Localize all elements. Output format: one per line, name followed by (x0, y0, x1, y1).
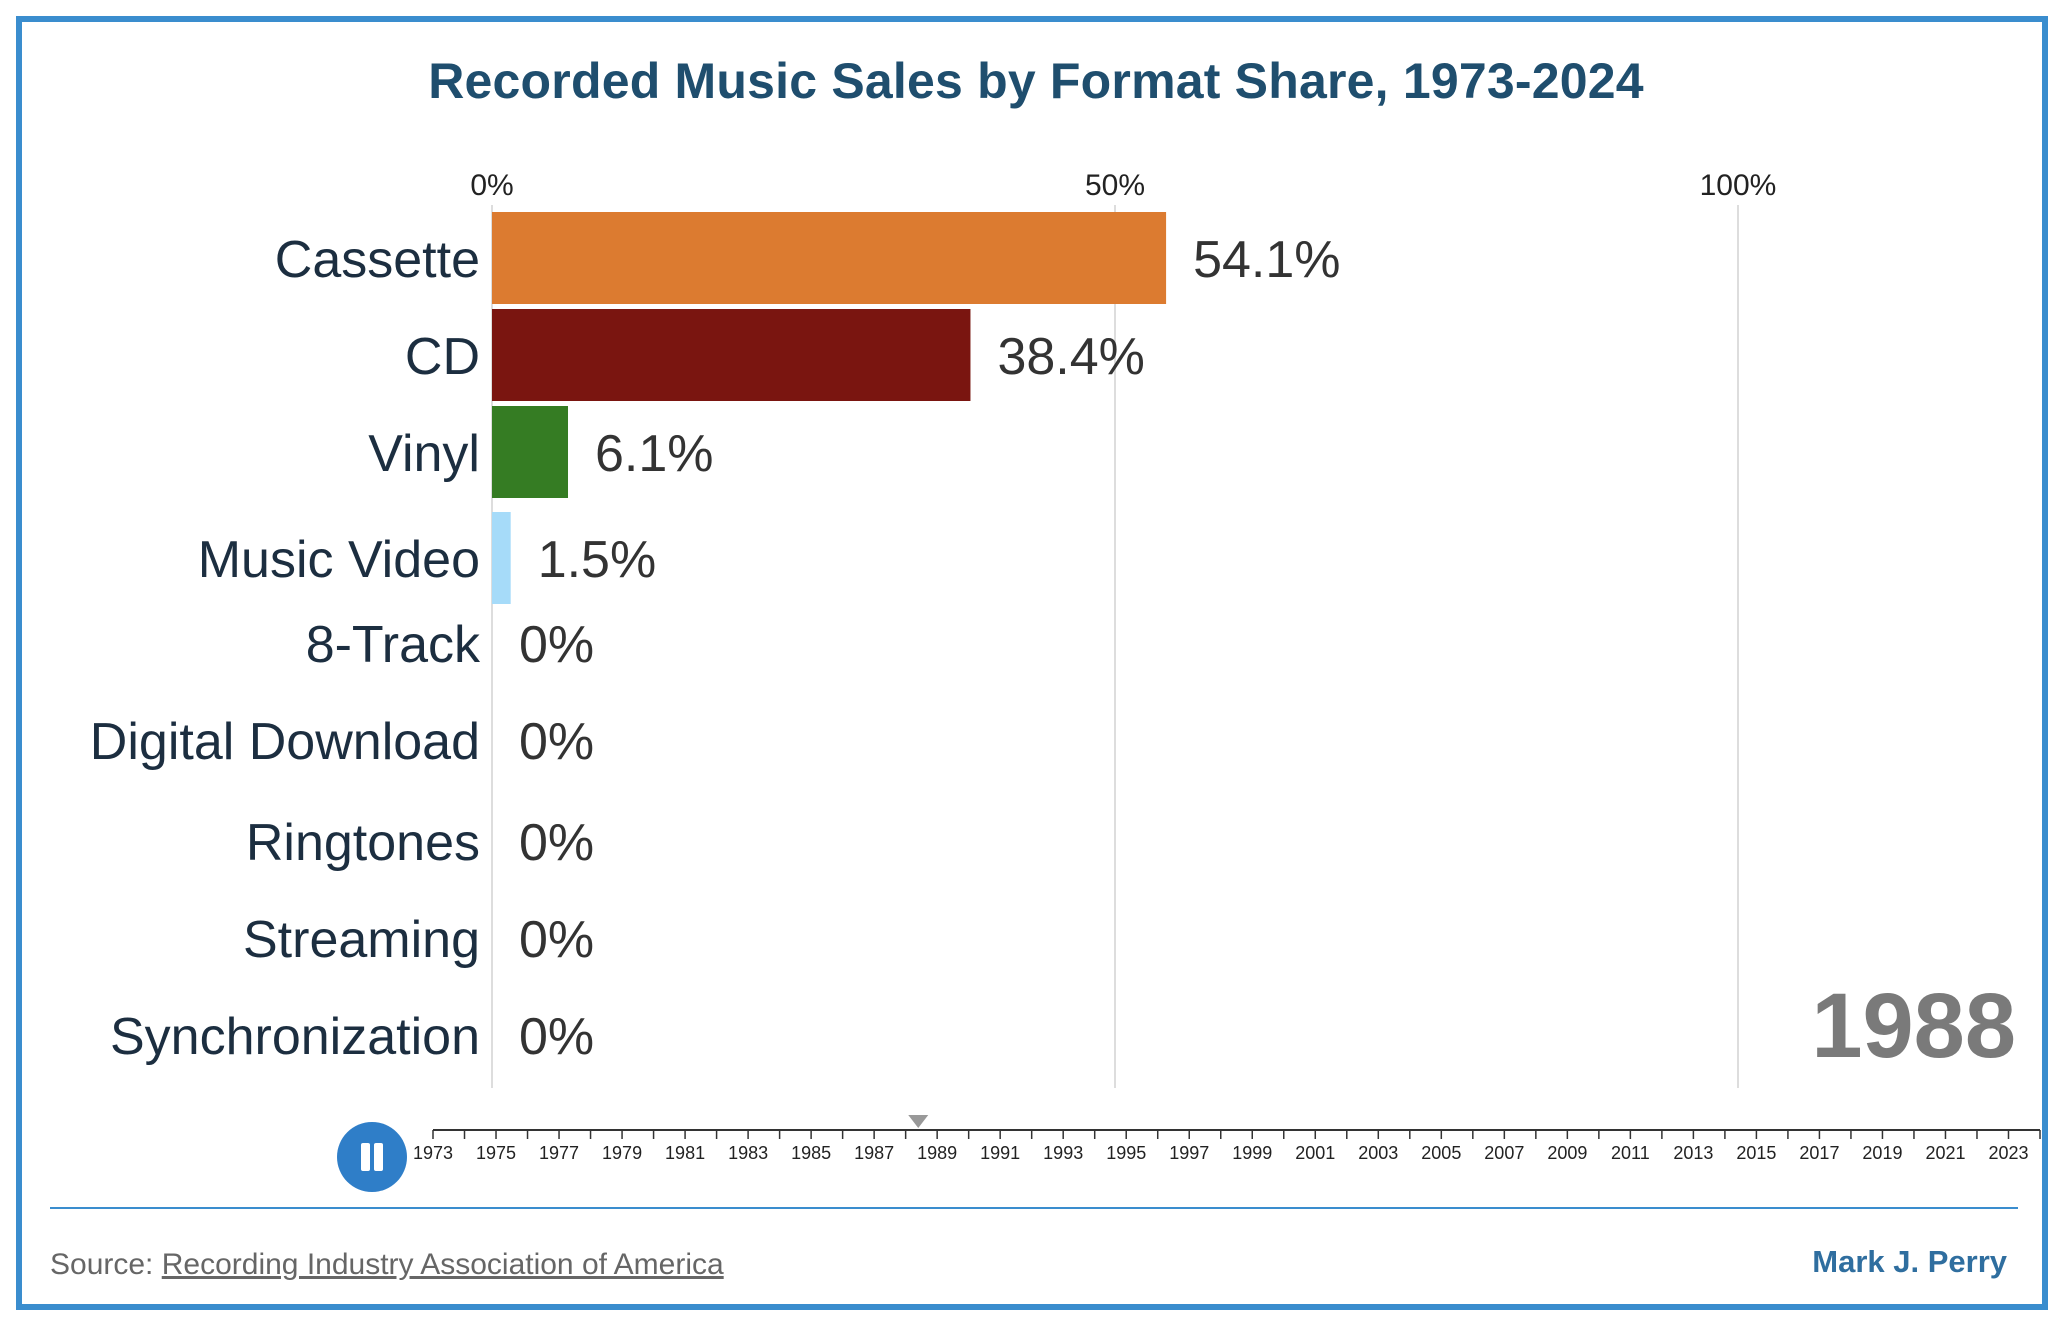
timeline-year-label[interactable]: 1993 (1043, 1143, 1083, 1163)
pause-icon-bar (374, 1143, 383, 1171)
timeline-year-label[interactable]: 2023 (1988, 1143, 2028, 1163)
author-credit: Mark J. Perry (1812, 1244, 2007, 1279)
timeline-year-label[interactable]: 1995 (1106, 1143, 1146, 1163)
timeline-year-label[interactable]: 1981 (665, 1143, 705, 1163)
timeline-year-label[interactable]: 2019 (1862, 1143, 1902, 1163)
timeline-year-label[interactable]: 1973 (413, 1143, 453, 1163)
category-label: Cassette (275, 231, 480, 289)
category-label: Music Video (198, 531, 480, 589)
value-label: 0% (519, 1008, 594, 1066)
timeline-year-label[interactable]: 1987 (854, 1143, 894, 1163)
timeline-year-label[interactable]: 2015 (1736, 1143, 1776, 1163)
value-label: 0% (519, 616, 594, 674)
timeline-year-label[interactable]: 1997 (1169, 1143, 1209, 1163)
timeline-year-label[interactable]: 2013 (1673, 1143, 1713, 1163)
x-tick-label: 50% (1085, 169, 1145, 202)
source-prefix: Source: (50, 1248, 162, 1281)
value-label: 0% (519, 911, 594, 969)
timeline-year-label[interactable]: 2009 (1547, 1143, 1587, 1163)
category-label: Synchronization (110, 1008, 480, 1066)
timeline-year-label[interactable]: 2011 (1611, 1143, 1650, 1163)
category-label: Digital Download (90, 713, 480, 771)
x-tick-label: 100% (1700, 169, 1777, 202)
bar-vinyl (492, 406, 569, 498)
category-label: CD (405, 328, 480, 386)
timeline-year-label[interactable]: 1975 (476, 1143, 516, 1163)
category-label: Vinyl (368, 425, 480, 483)
value-label: 0% (519, 713, 594, 771)
timeline-year-label[interactable]: 2003 (1358, 1143, 1398, 1163)
timeline-year-label[interactable]: 2017 (1799, 1143, 1839, 1163)
chart-title: Recorded Music Sales by Format Share, 19… (428, 53, 1644, 109)
timeline-year-label[interactable]: 1983 (728, 1143, 768, 1163)
bar-cd (492, 309, 971, 401)
timeline-year-label[interactable]: 1979 (602, 1143, 642, 1163)
pause-button[interactable] (337, 1122, 407, 1192)
timeline-marker[interactable] (908, 1115, 929, 1128)
bar-music-video (492, 512, 511, 604)
category-label: 8-Track (306, 616, 481, 674)
timeline-year-label[interactable]: 2007 (1484, 1143, 1524, 1163)
bar-cassette (492, 212, 1167, 304)
timeline-year-label[interactable]: 1985 (791, 1143, 831, 1163)
timeline-year-label[interactable]: 2005 (1421, 1143, 1461, 1163)
current-year-label: 1988 (1811, 975, 2016, 1077)
value-label: 1.5% (538, 531, 657, 589)
source-note: Source: Recording Industry Association o… (50, 1248, 724, 1282)
timeline-year-label[interactable]: 1977 (539, 1143, 579, 1163)
timeline-year-label[interactable]: 1989 (917, 1143, 957, 1163)
timeline-year-label[interactable]: 1999 (1232, 1143, 1272, 1163)
source-link[interactable]: Recording Industry Association of Americ… (161, 1248, 724, 1281)
x-tick-label: 0% (470, 169, 513, 202)
value-label: 38.4% (997, 328, 1144, 386)
timeline-year-label[interactable]: 2001 (1295, 1143, 1335, 1163)
timeline-year-label[interactable]: 1991 (980, 1143, 1020, 1163)
value-label: 6.1% (595, 425, 714, 483)
pause-icon (361, 1143, 370, 1171)
value-label: 54.1% (1193, 231, 1340, 289)
footer-divider (50, 1207, 2018, 1209)
category-label: Streaming (243, 911, 480, 969)
category-label: Ringtones (246, 814, 480, 872)
timeline-year-label[interactable]: 2021 (1925, 1143, 1965, 1163)
value-label: 0% (519, 814, 594, 872)
